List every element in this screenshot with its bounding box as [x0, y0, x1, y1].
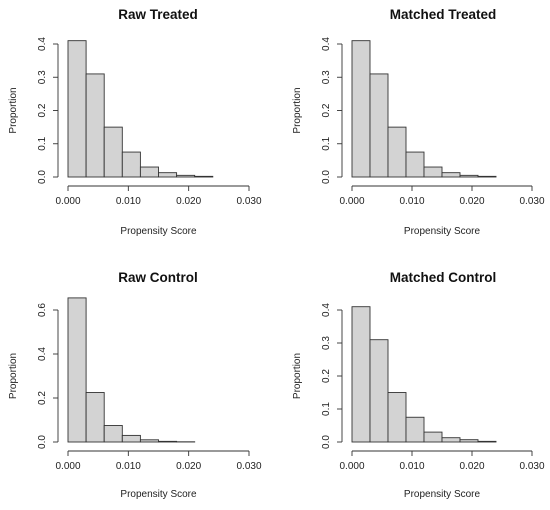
- histogram-bar: [459, 174, 479, 178]
- histogram-bar: [387, 126, 407, 178]
- x-tick-label: 0.020: [459, 461, 484, 472]
- histogram-bar: [369, 339, 389, 443]
- x-tick-label: 0.010: [399, 196, 424, 207]
- panel-title: Raw Control: [118, 270, 198, 285]
- histogram-bar: [405, 151, 425, 178]
- y-tick-label: 0.1: [37, 136, 48, 150]
- histogram-bar: [121, 151, 141, 178]
- x-tick-label: 0.000: [339, 461, 364, 472]
- x-axis-label: Propensity Score: [120, 489, 197, 500]
- histogram-bar: [387, 392, 407, 443]
- y-tick-label: 0.4: [37, 37, 48, 51]
- x-tick-label: 0.020: [176, 196, 201, 207]
- histogram-bar: [405, 416, 425, 443]
- panel-title: Matched Control: [390, 270, 497, 285]
- histogram-bar: [441, 437, 461, 443]
- x-axis-label: Propensity Score: [404, 226, 481, 237]
- x-tick-label: 0.030: [519, 196, 544, 207]
- y-tick-label: 0.2: [321, 103, 332, 117]
- x-tick-label: 0.010: [116, 196, 141, 207]
- y-axis-label: Proportion: [292, 353, 303, 399]
- histogram-bar: [85, 392, 105, 443]
- histogram-bar: [67, 40, 87, 178]
- y-tick-label: 0.4: [321, 37, 332, 51]
- x-tick-label: 0.010: [399, 461, 424, 472]
- y-axis-label: Proportion: [8, 353, 19, 399]
- x-tick-label: 0.030: [236, 196, 261, 207]
- histogram-bar: [139, 439, 159, 443]
- y-tick-label: 0.0: [37, 435, 48, 449]
- x-axis-label: Propensity Score: [120, 226, 197, 237]
- y-tick-label: 0.1: [321, 136, 332, 150]
- panel-title: Matched Treated: [390, 7, 497, 22]
- y-tick-label: 0.4: [321, 303, 332, 317]
- y-tick-label: 0.4: [37, 347, 48, 361]
- x-tick-label: 0.030: [236, 461, 261, 472]
- y-axis-label: Proportion: [292, 87, 303, 133]
- panel-title: Raw Treated: [118, 7, 198, 22]
- y-tick-label: 0.2: [37, 391, 48, 405]
- histogram-bar: [477, 440, 497, 443]
- histogram-bar: [121, 434, 141, 443]
- histogram-bar: [459, 439, 479, 443]
- y-tick-label: 0.3: [321, 70, 332, 84]
- histogram-bar: [351, 306, 371, 443]
- y-tick-label: 0.2: [321, 369, 332, 383]
- histogram-bar: [139, 166, 159, 178]
- x-tick-label: 0.020: [176, 461, 201, 472]
- x-tick-label: 0.010: [116, 461, 141, 472]
- y-tick-label: 0.6: [37, 303, 48, 317]
- y-tick-label: 0.3: [321, 336, 332, 350]
- histogram-bar: [369, 73, 389, 178]
- histogram-bar: [158, 440, 178, 443]
- histogram-bar: [351, 40, 371, 178]
- histogram-bar: [103, 425, 123, 443]
- y-tick-label: 0.0: [37, 170, 48, 184]
- histogram-bar: [158, 172, 178, 178]
- histogram-bar: [423, 431, 443, 443]
- x-tick-label: 0.020: [459, 196, 484, 207]
- y-axis-label: Proportion: [8, 87, 19, 133]
- y-tick-label: 0.2: [37, 103, 48, 117]
- histogram-panel-2: 0.000 0.010 0.020 0.030 0.0 0.1 0.2 0.3 0.4 Match…: [292, 7, 545, 237]
- histogram-bar: [477, 175, 497, 178]
- x-tick-label: 0.030: [519, 461, 544, 472]
- histogram-bar: [85, 73, 105, 178]
- histogram-panel-4: 0.000 0.010 0.020 0.030 0.0 0.1 0.2 0.3 0.4 Match…: [292, 270, 545, 500]
- histogram-panel-1: 0.000 0.010 0.020 0.030 0.0 0.1 0.2 0.3 0.4 Raw T…: [8, 7, 262, 237]
- x-tick-label: 0.000: [339, 196, 364, 207]
- x-axis-label: Propensity Score: [404, 489, 481, 500]
- x-tick-label: 0.000: [55, 461, 80, 472]
- histogram-bar: [67, 297, 87, 443]
- y-tick-label: 0.1: [321, 402, 332, 416]
- x-tick-label: 0.000: [55, 196, 80, 207]
- histogram-panel-3: 0.000 0.010 0.020 0.030 0.0 0.2 0.4 0.6 Raw Cont…: [8, 270, 262, 500]
- y-tick-label: 0.0: [321, 435, 332, 449]
- histogram-bar: [194, 175, 214, 178]
- histogram-bar: [176, 174, 196, 178]
- histogram-bar: [103, 126, 123, 178]
- histogram-bar: [423, 166, 443, 178]
- y-tick-label: 0.0: [321, 170, 332, 184]
- y-tick-label: 0.3: [37, 70, 48, 84]
- histogram-bar: [441, 172, 461, 178]
